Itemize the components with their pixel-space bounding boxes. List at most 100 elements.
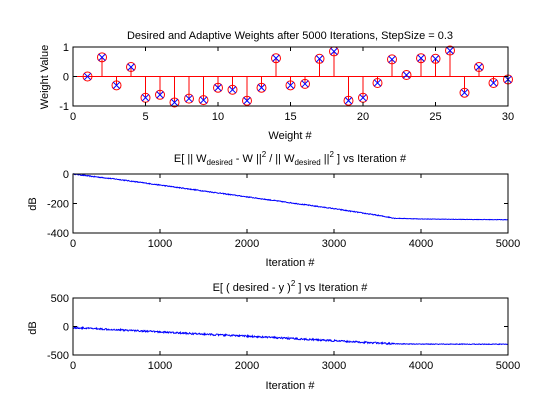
misalignment-xtick-label: 2000 bbox=[235, 238, 259, 250]
desired-weight-marker bbox=[82, 71, 93, 82]
misalignment-ytick-label: -200 bbox=[47, 199, 69, 211]
adaptive-marker-stroke bbox=[272, 54, 280, 62]
weights-ytick-label: 1 bbox=[63, 42, 69, 54]
desired-weight-marker bbox=[242, 95, 252, 106]
misalignment-title-part-5: ] vs Iteration # bbox=[334, 153, 407, 165]
misalignment-ytick-label: -400 bbox=[47, 228, 69, 240]
adaptive-weight-marker bbox=[431, 55, 440, 63]
desired-weight-marker bbox=[97, 52, 107, 63]
weights-xtick-label: 25 bbox=[429, 111, 441, 123]
misalignment-plot-xlabel: Iteration # bbox=[266, 257, 316, 269]
error-curve bbox=[72, 325, 509, 346]
error-ytick-label: 500 bbox=[51, 293, 69, 305]
desired-weight-marker bbox=[474, 62, 484, 73]
adaptive-weight-marker bbox=[98, 53, 106, 61]
adaptive-weight-marker bbox=[417, 54, 425, 62]
misalignment-title-part-4: || bbox=[321, 153, 330, 165]
adaptive-weight-marker bbox=[156, 91, 164, 99]
misalignment-xtick-label: 4000 bbox=[409, 238, 433, 250]
misalignment-xtick-label: 3000 bbox=[322, 238, 346, 250]
adaptive-marker-stroke bbox=[141, 94, 150, 102]
desired-weight-marker bbox=[459, 87, 470, 98]
adaptive-marker-stroke bbox=[199, 96, 208, 104]
desired-weight-marker bbox=[314, 53, 325, 64]
weights-stem-plot: Desired and Adaptive Weights after 5000 … bbox=[39, 30, 514, 142]
error-title-sup-1: 2 bbox=[291, 279, 296, 288]
adaptive-marker-stroke bbox=[315, 55, 324, 63]
desired-weight-marker bbox=[169, 97, 180, 108]
error-plot-title: E[ ( desired - y )2 ] vs Iteration # bbox=[213, 279, 369, 294]
weights-xtick-label: 0 bbox=[70, 111, 76, 123]
weights-xtick-label: 15 bbox=[284, 111, 296, 123]
adaptive-marker-stroke bbox=[359, 94, 367, 102]
desired-weight-marker bbox=[155, 89, 165, 100]
error-plot-xlabel: Iteration # bbox=[266, 380, 316, 392]
adaptive-weight-marker bbox=[170, 98, 179, 107]
adaptive-marker-stroke bbox=[388, 55, 396, 64]
adaptive-marker-stroke bbox=[185, 94, 193, 103]
adaptive-marker-stroke bbox=[286, 81, 295, 90]
error-title-part-2: ] vs Iteration # bbox=[295, 282, 368, 294]
misalignment-title-part-1: E[ || W bbox=[174, 153, 207, 165]
weights-plot-title: Desired and Adaptive Weights after 5000 … bbox=[127, 30, 453, 42]
error-xtick-label: 5000 bbox=[496, 360, 520, 372]
desired-weight-marker bbox=[111, 80, 122, 91]
misalignment-title-part-2: - W || bbox=[233, 153, 262, 165]
error-xtick-label: 1000 bbox=[148, 360, 172, 372]
desired-weight-marker bbox=[184, 93, 194, 104]
adaptive-marker-stroke bbox=[228, 86, 237, 94]
adaptive-weight-marker bbox=[243, 97, 251, 105]
misalignment-title-sup-1: 2 bbox=[262, 150, 267, 159]
error-plot-marks bbox=[72, 325, 509, 346]
error-xtick-label: 2000 bbox=[235, 360, 259, 372]
adaptive-weight-marker bbox=[112, 81, 121, 90]
desired-weight-marker bbox=[227, 84, 238, 95]
misalignment-plot-ticks: 0 1000 2000 3000 4000 5000 0 -200 -400 bbox=[47, 169, 520, 250]
adaptive-marker-stroke bbox=[460, 89, 469, 97]
weights-ytick-label: -1 bbox=[59, 101, 69, 113]
adaptive-weight-marker bbox=[199, 96, 208, 104]
adaptive-weight-marker bbox=[344, 97, 353, 105]
desired-weight-marker bbox=[285, 80, 296, 91]
desired-weight-marker bbox=[198, 95, 209, 106]
misalignment-xtick-label: 1000 bbox=[148, 238, 172, 250]
adaptive-marker-stroke bbox=[475, 63, 483, 71]
adaptive-weight-marker bbox=[257, 84, 266, 92]
adaptive-weight-marker bbox=[315, 55, 324, 63]
adaptive-weight-marker bbox=[228, 86, 237, 94]
error-xtick-label: 0 bbox=[70, 360, 76, 372]
error-ytick-label: 0 bbox=[63, 322, 69, 334]
misalignment-xtick-label: 5000 bbox=[496, 238, 520, 250]
weights-xtick-label: 10 bbox=[212, 111, 224, 123]
adaptive-weight-marker bbox=[272, 54, 280, 62]
misalignment-plot-ylabel: dB bbox=[27, 197, 39, 210]
adaptive-marker-stroke bbox=[257, 84, 266, 92]
adaptive-weight-marker bbox=[489, 79, 498, 87]
adaptive-marker-stroke bbox=[214, 84, 222, 92]
desired-weight-marker bbox=[343, 95, 354, 106]
adaptive-marker-stroke bbox=[170, 98, 179, 107]
misalignment-ytick-label: 0 bbox=[63, 169, 69, 181]
desired-weight-marker bbox=[401, 70, 412, 81]
adaptive-marker-stroke bbox=[489, 79, 498, 87]
weights-plot-xlabel: Weight # bbox=[268, 130, 312, 142]
misalignment-title-sup-2: 2 bbox=[330, 150, 335, 159]
misalignment-curve bbox=[72, 173, 509, 221]
adaptive-marker-stroke bbox=[243, 97, 251, 105]
desired-weight-marker bbox=[213, 82, 223, 93]
desired-weight-marker bbox=[416, 53, 426, 64]
adaptive-weight-marker bbox=[373, 79, 382, 87]
weights-plot-ylabel: Weight Value bbox=[39, 45, 51, 109]
adaptive-weight-marker bbox=[83, 72, 92, 81]
adaptive-weight-marker bbox=[330, 47, 338, 56]
error-plot: E[ ( desired - y )2 ] vs Iteration # 0 10… bbox=[27, 279, 520, 392]
weights-ytick-label: 0 bbox=[63, 72, 69, 84]
adaptive-marker-stroke bbox=[156, 91, 164, 99]
adaptive-weight-marker bbox=[388, 55, 396, 64]
weights-xtick-label: 20 bbox=[357, 111, 369, 123]
adaptive-marker-stroke bbox=[402, 71, 411, 79]
